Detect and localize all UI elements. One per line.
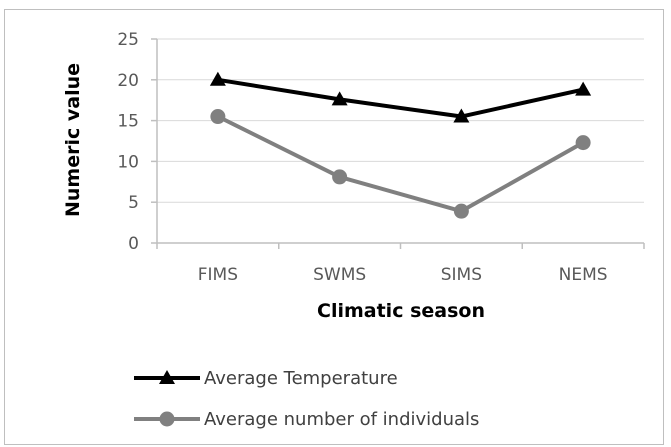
y-tick-label: 5 bbox=[128, 193, 139, 213]
y-tick-label: 25 bbox=[117, 30, 139, 50]
circle-marker bbox=[575, 135, 591, 151]
triangle-marker bbox=[331, 91, 348, 106]
chart-frame bbox=[4, 9, 664, 445]
triangle-marker bbox=[209, 71, 226, 86]
y-tick-label: 15 bbox=[117, 112, 139, 132]
y-tick-labels: 0 5 10 15 20 25 bbox=[117, 30, 139, 254]
gridlines bbox=[151, 38, 644, 244]
x-tick-label: NEMS bbox=[559, 265, 608, 285]
circle-marker bbox=[210, 109, 226, 125]
x-tick-label: SIMS bbox=[441, 265, 482, 285]
circle-marker bbox=[159, 411, 175, 427]
y-tick-label: 0 bbox=[128, 234, 139, 254]
series-1 bbox=[209, 71, 592, 123]
x-tick-label: FIMS bbox=[198, 265, 238, 285]
triangle-marker bbox=[159, 370, 175, 384]
legend-label: Average Temperature bbox=[204, 368, 398, 389]
series-line bbox=[217, 77, 584, 119]
x-axis-label: Climatic season bbox=[317, 300, 485, 322]
x-tick-label: SWMS bbox=[313, 265, 366, 285]
y-tick-label: 10 bbox=[117, 152, 139, 172]
legend-item: Average number of individuals bbox=[134, 409, 479, 430]
series-group bbox=[209, 71, 592, 219]
triangle-marker bbox=[453, 108, 470, 123]
triangle-marker bbox=[575, 81, 592, 96]
circle-marker bbox=[332, 169, 348, 185]
legend-item: Average Temperature bbox=[134, 368, 398, 389]
legend: Average Temperature Average number of ind… bbox=[134, 368, 479, 430]
y-axis-label: Numeric value bbox=[62, 63, 84, 217]
y-tick-label: 20 bbox=[117, 71, 139, 91]
x-tick-labels: FIMS SWMS SIMS NEMS bbox=[156, 243, 645, 285]
circle-marker bbox=[453, 203, 469, 219]
legend-label: Average number of individuals bbox=[204, 409, 479, 430]
series-2 bbox=[210, 109, 591, 219]
series-line bbox=[216, 114, 585, 214]
